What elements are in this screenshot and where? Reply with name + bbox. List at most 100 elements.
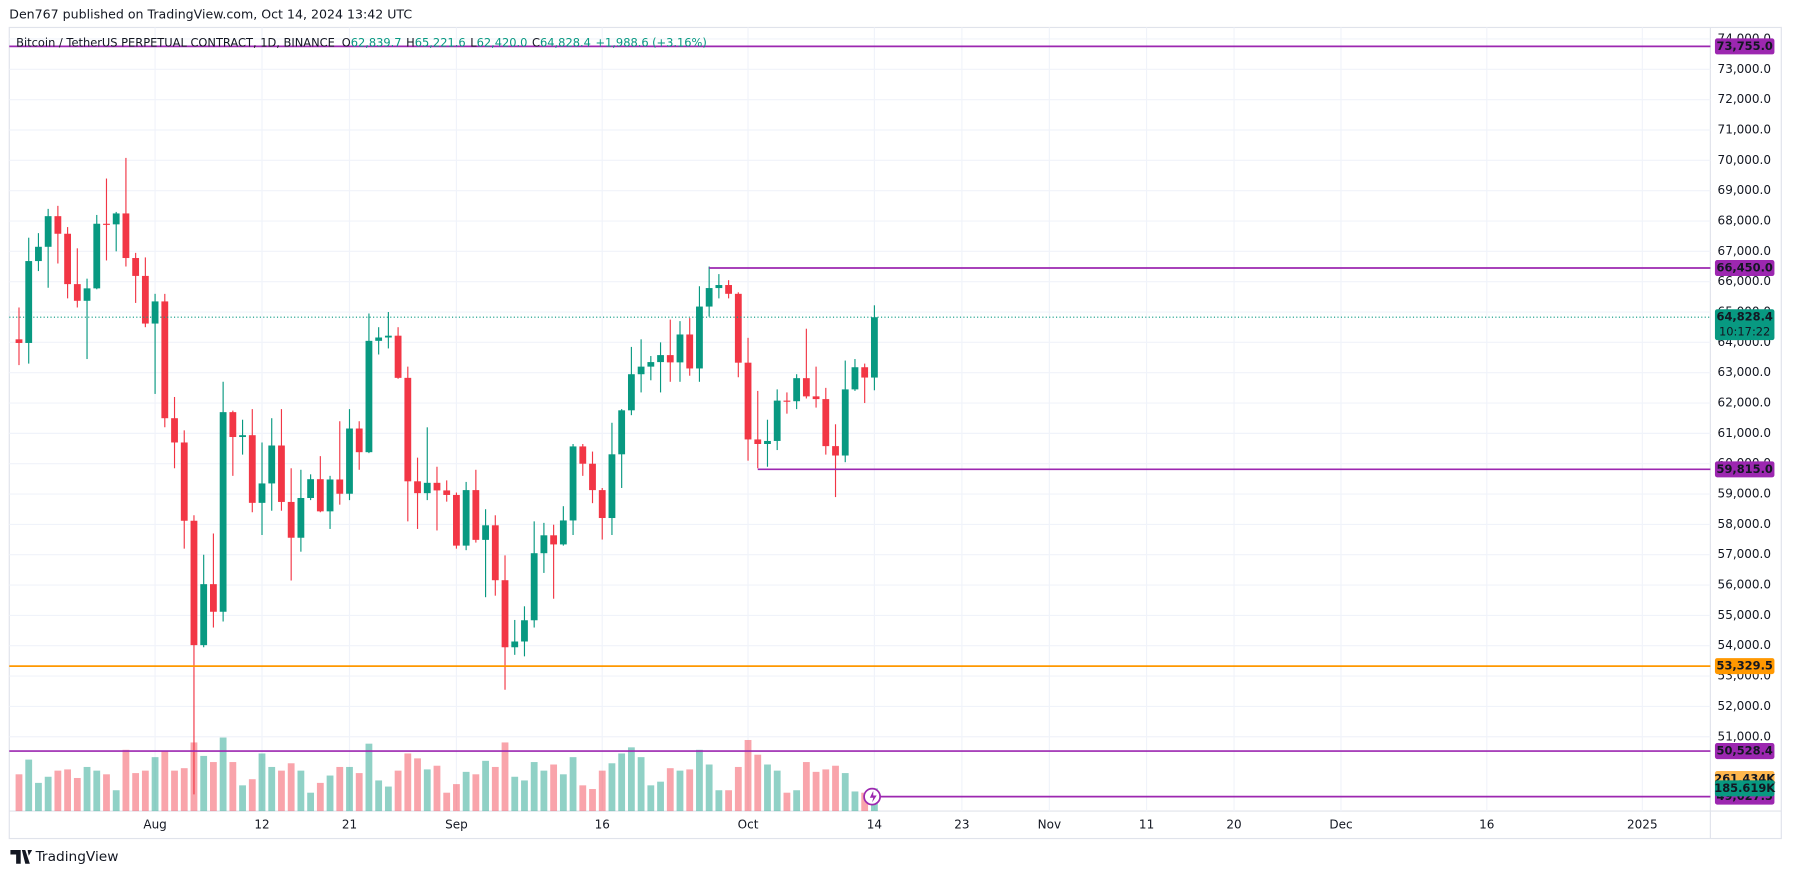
legend-key: C xyxy=(532,35,540,49)
x-tick-label: 2025 xyxy=(1627,817,1658,831)
y-tick-label: 57,000.0 xyxy=(1718,547,1771,561)
volume-bar xyxy=(511,776,519,812)
volume-bar xyxy=(73,777,81,812)
volume-bar xyxy=(239,785,246,812)
volume-bar xyxy=(608,763,616,812)
volume-bar xyxy=(627,747,635,812)
candle-body xyxy=(569,446,577,521)
candle-body xyxy=(239,435,246,438)
candle-body xyxy=(73,284,81,301)
legend-key: H xyxy=(406,35,415,49)
volume-bar xyxy=(550,764,558,812)
candle-body xyxy=(841,389,849,456)
volume-bar xyxy=(569,757,577,812)
candle-body xyxy=(754,439,762,444)
candle-body xyxy=(423,482,431,494)
candle-body xyxy=(258,483,266,503)
volume-bar xyxy=(210,762,217,812)
y-tick-label: 70,000.0 xyxy=(1718,153,1771,167)
candle-body xyxy=(812,396,820,400)
volume-bar xyxy=(122,749,130,812)
y-tick-label: 63,000.0 xyxy=(1718,365,1771,379)
legend-value: 62,839.7 xyxy=(351,35,402,49)
candle-body xyxy=(589,463,596,491)
y-tick-label: 59,000.0 xyxy=(1718,487,1771,501)
candle-body xyxy=(540,535,548,554)
candle-body xyxy=(229,412,237,438)
volume-bar xyxy=(258,753,266,812)
candle-body xyxy=(171,418,178,443)
x-tick-label: 14 xyxy=(867,817,882,831)
candle-body xyxy=(822,399,830,447)
volume-bar xyxy=(171,770,178,812)
volume-bar xyxy=(15,774,23,812)
candle-body xyxy=(472,490,480,540)
candle-body xyxy=(287,501,295,538)
volume-bar xyxy=(501,742,509,812)
symbol-title: Bitcoin / TetherUS PERPETUAL CONTRACT, 1… xyxy=(16,35,335,49)
volume-bar xyxy=(384,786,392,812)
volume-bar xyxy=(64,769,71,812)
volume-bar xyxy=(734,766,742,812)
candle-body xyxy=(734,293,742,363)
x-tick-label: 11 xyxy=(1139,817,1154,831)
candle-body xyxy=(676,334,684,363)
volume-bar xyxy=(637,757,645,812)
candle-body xyxy=(530,553,538,621)
candle-body xyxy=(278,445,285,502)
volume-bar xyxy=(103,774,110,812)
x-tick-label: 12 xyxy=(254,817,269,831)
volume-bar xyxy=(861,792,869,812)
level-label-bg xyxy=(1714,260,1775,277)
level-label-bg xyxy=(1714,461,1775,478)
volume-bar xyxy=(618,753,626,812)
candle-body xyxy=(647,362,655,367)
x-tick-label: Oct xyxy=(738,817,759,831)
candle-body xyxy=(54,216,62,234)
candle-body xyxy=(44,216,52,247)
volume-bar xyxy=(200,755,208,812)
volume-bar xyxy=(307,792,315,812)
legend-value: 62,420.0 xyxy=(477,35,528,49)
level-label-bg xyxy=(1714,658,1775,675)
x-tick-label: 16 xyxy=(1479,817,1494,831)
candle-body xyxy=(268,445,276,484)
candle-body xyxy=(482,525,489,540)
y-tick-label: 54,000.0 xyxy=(1718,638,1771,652)
candle-body xyxy=(375,337,383,341)
y-tick-label: 69,000.0 xyxy=(1718,183,1771,197)
x-tick-label: Aug xyxy=(143,817,166,831)
volume-label: 185.619K xyxy=(1714,781,1776,795)
candle-body xyxy=(355,428,363,453)
countdown: 10:17:22 xyxy=(1719,325,1770,339)
candle-body xyxy=(103,223,110,225)
level-label: 73,755.0 xyxy=(1717,39,1773,53)
volume-bar xyxy=(346,766,353,812)
volume-bar xyxy=(812,771,820,812)
y-tick-label: 62,000.0 xyxy=(1718,396,1771,410)
volume-label-bg xyxy=(1714,780,1775,797)
candle-body xyxy=(870,317,878,378)
candle-body xyxy=(93,223,101,289)
volume-bar xyxy=(83,766,91,812)
volume-bar xyxy=(453,784,460,812)
candle-body xyxy=(550,535,558,545)
candle-body xyxy=(851,367,859,390)
volume-bar xyxy=(336,766,344,812)
candle-body xyxy=(161,301,169,419)
candle-body xyxy=(521,620,528,642)
candle-body xyxy=(579,446,587,464)
volume-bar xyxy=(715,790,723,812)
volume-bar xyxy=(696,749,703,812)
legend-key: O xyxy=(342,35,351,49)
volume-bar xyxy=(93,770,101,812)
y-tick-label: 66,000.0 xyxy=(1718,274,1771,288)
volume-bar xyxy=(598,770,606,812)
candle-body xyxy=(462,490,470,546)
logo-mark xyxy=(10,849,33,864)
candle-body xyxy=(696,306,703,369)
volume-bar xyxy=(773,770,781,812)
x-tick-label: Dec xyxy=(1329,817,1352,831)
volume-bar xyxy=(705,764,713,812)
